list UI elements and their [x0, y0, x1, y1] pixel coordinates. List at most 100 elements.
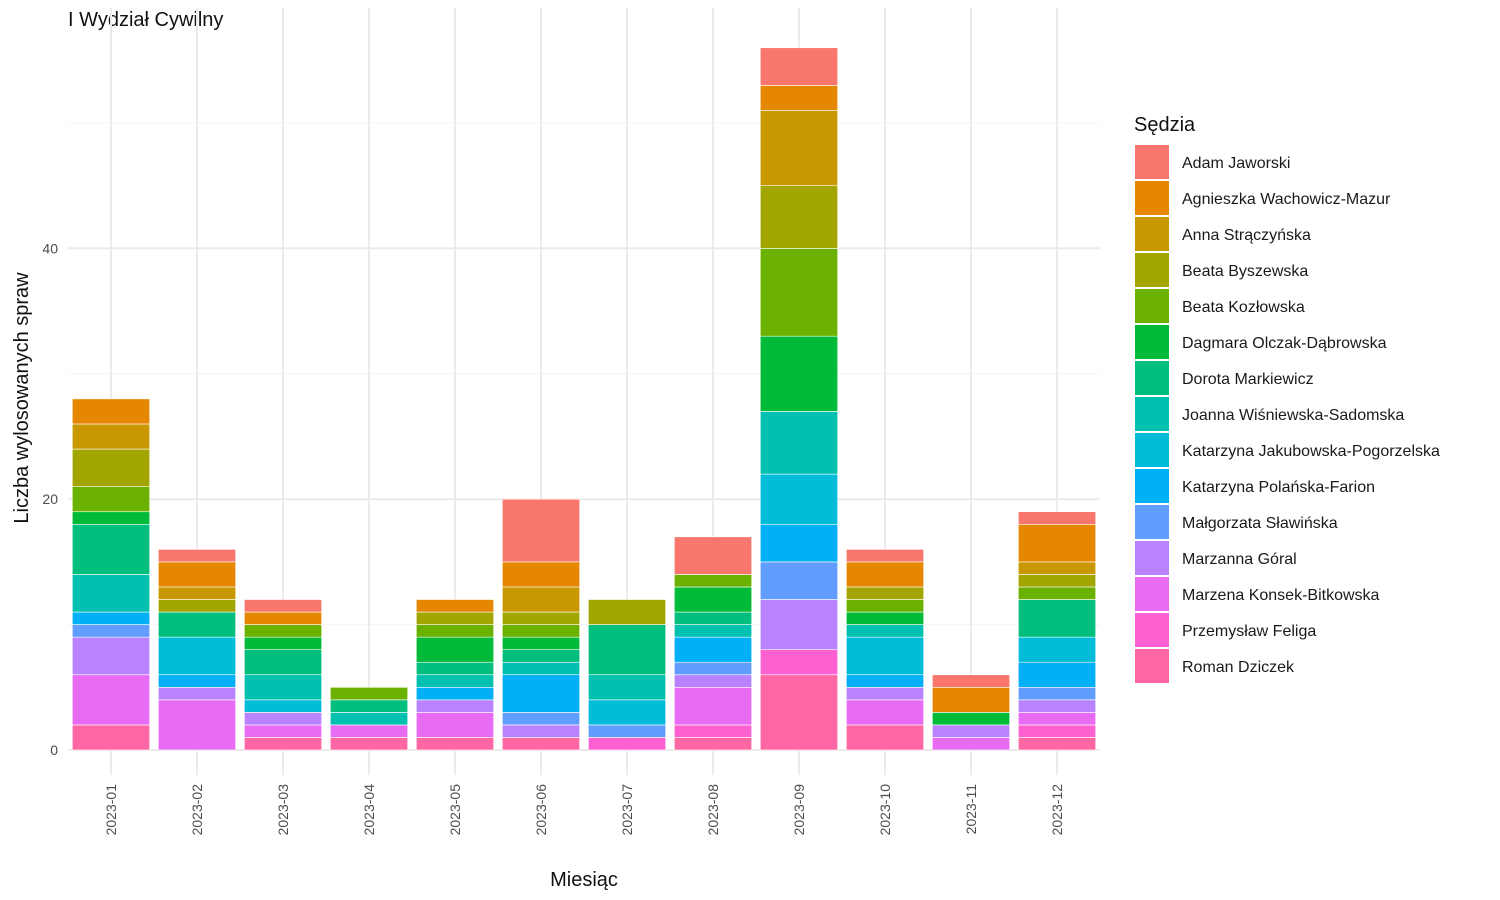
bar-segment	[72, 523, 151, 575]
bar-segment	[673, 624, 752, 638]
bar-segment	[501, 636, 580, 650]
bar-segment	[244, 649, 323, 676]
legend-swatch	[1135, 397, 1169, 431]
legend-label: Przemysław Feliga	[1182, 623, 1316, 640]
bar-segment	[673, 674, 752, 688]
bar-segment	[759, 335, 838, 412]
legend: Sędzia Adam Jaworski Agnieszka Wachowicz-…	[1134, 114, 1440, 683]
legend-label: Katarzyna Jakubowska-Pogorzelska	[1182, 443, 1440, 460]
legend-label: Marzanna Góral	[1182, 551, 1297, 568]
bar-segment	[244, 636, 323, 650]
legend-swatch	[1135, 541, 1169, 575]
bar-segment	[845, 724, 924, 751]
bar-segment	[1017, 574, 1096, 588]
bar-segment	[501, 649, 580, 663]
bar-segment	[1017, 661, 1096, 688]
legend-label: Beata Byszewska	[1182, 263, 1308, 280]
legend-swatch	[1135, 361, 1169, 395]
legend-swatch	[1135, 505, 1169, 539]
bar-segment	[329, 737, 408, 751]
bar-segment	[415, 712, 494, 738]
bar-segment	[501, 561, 580, 588]
bar-segment	[673, 661, 752, 676]
bar-segment	[72, 448, 151, 487]
bar-segment	[415, 686, 494, 701]
bar-segment	[759, 248, 838, 337]
bar-segment	[1017, 712, 1096, 726]
legend-label: Roman Dziczek	[1182, 659, 1295, 676]
bar-segment	[158, 586, 237, 600]
bar-segment	[845, 636, 924, 676]
bar-segment	[845, 686, 924, 701]
legend-swatch	[1135, 217, 1169, 251]
bar-segment	[587, 599, 666, 625]
y-axis-ticks: 0 20 40	[42, 240, 58, 758]
bar-segment	[1017, 686, 1096, 701]
bar-segment	[72, 724, 151, 751]
bar-segment	[759, 411, 838, 475]
bar-segment	[673, 586, 752, 613]
bar-segment	[673, 686, 752, 726]
bar-segment	[329, 686, 408, 701]
legend-swatch	[1135, 325, 1169, 359]
legend-title: Sędzia	[1134, 114, 1196, 136]
bar-segment	[673, 611, 752, 625]
bar-segment	[501, 737, 580, 751]
bar-segment	[158, 611, 237, 638]
x-tick-label: 2023-08	[705, 784, 721, 836]
bar-segment	[845, 674, 924, 688]
bar-segment	[72, 486, 151, 513]
y-tick-label: 0	[50, 742, 58, 758]
legend-label: Katarzyna Polańska-Farion	[1182, 479, 1375, 496]
legend-swatch	[1135, 145, 1169, 179]
bar-segment	[244, 599, 323, 613]
legend-swatch	[1135, 469, 1169, 503]
bar-segment	[72, 636, 151, 676]
y-tick-label: 20	[42, 491, 58, 507]
legend-swatch	[1135, 613, 1169, 647]
legend-swatch	[1135, 253, 1169, 287]
bar-segment	[329, 712, 408, 726]
bars	[72, 47, 1096, 751]
bar-segment	[158, 561, 237, 588]
bar-segment	[673, 737, 752, 751]
bar-segment	[415, 624, 494, 638]
bar-segment	[845, 611, 924, 625]
legend-label: Dorota Markiewicz	[1182, 371, 1314, 388]
x-tick-label: 2023-12	[1049, 784, 1065, 836]
legend-label: Małgorzata Sławińska	[1182, 515, 1338, 532]
bar-segment	[1017, 511, 1096, 525]
legend-label: Marzena Konsek-Bitkowska	[1182, 587, 1380, 604]
x-tick-label: 2023-01	[103, 784, 119, 836]
legend-swatch	[1135, 433, 1169, 467]
y-tick-label: 40	[42, 240, 58, 256]
bar-segment	[158, 599, 237, 613]
legend-swatch	[1135, 181, 1169, 215]
bar-segment	[759, 561, 838, 600]
x-tick-label: 2023-02	[189, 784, 205, 836]
legend-label: Adam Jaworski	[1182, 155, 1290, 172]
bar-segment	[244, 737, 323, 751]
bar-segment	[501, 498, 580, 563]
bar-segment	[244, 611, 323, 625]
bar-segment	[72, 574, 151, 613]
x-tick-label: 2023-09	[791, 784, 807, 836]
legend-items: Adam Jaworski Agnieszka Wachowicz-Mazur An…	[1135, 145, 1440, 683]
bar-segment	[1017, 586, 1096, 600]
bar-segment	[244, 699, 323, 713]
bar-segment	[845, 586, 924, 600]
bar-segment	[244, 712, 323, 726]
x-tick-label: 2023-11	[963, 784, 979, 835]
bar-segment	[329, 699, 408, 713]
bar-segment	[759, 523, 838, 563]
bar-segment	[1017, 737, 1096, 751]
bar-segment	[673, 724, 752, 738]
bar-segment	[158, 674, 237, 688]
bar-segment	[501, 611, 580, 625]
legend-label: Agnieszka Wachowicz-Mazur	[1182, 191, 1391, 208]
bar-segment	[587, 699, 666, 726]
bar-segment	[587, 724, 666, 738]
bar-segment	[415, 661, 494, 676]
x-tick-label: 2023-10	[877, 784, 893, 836]
